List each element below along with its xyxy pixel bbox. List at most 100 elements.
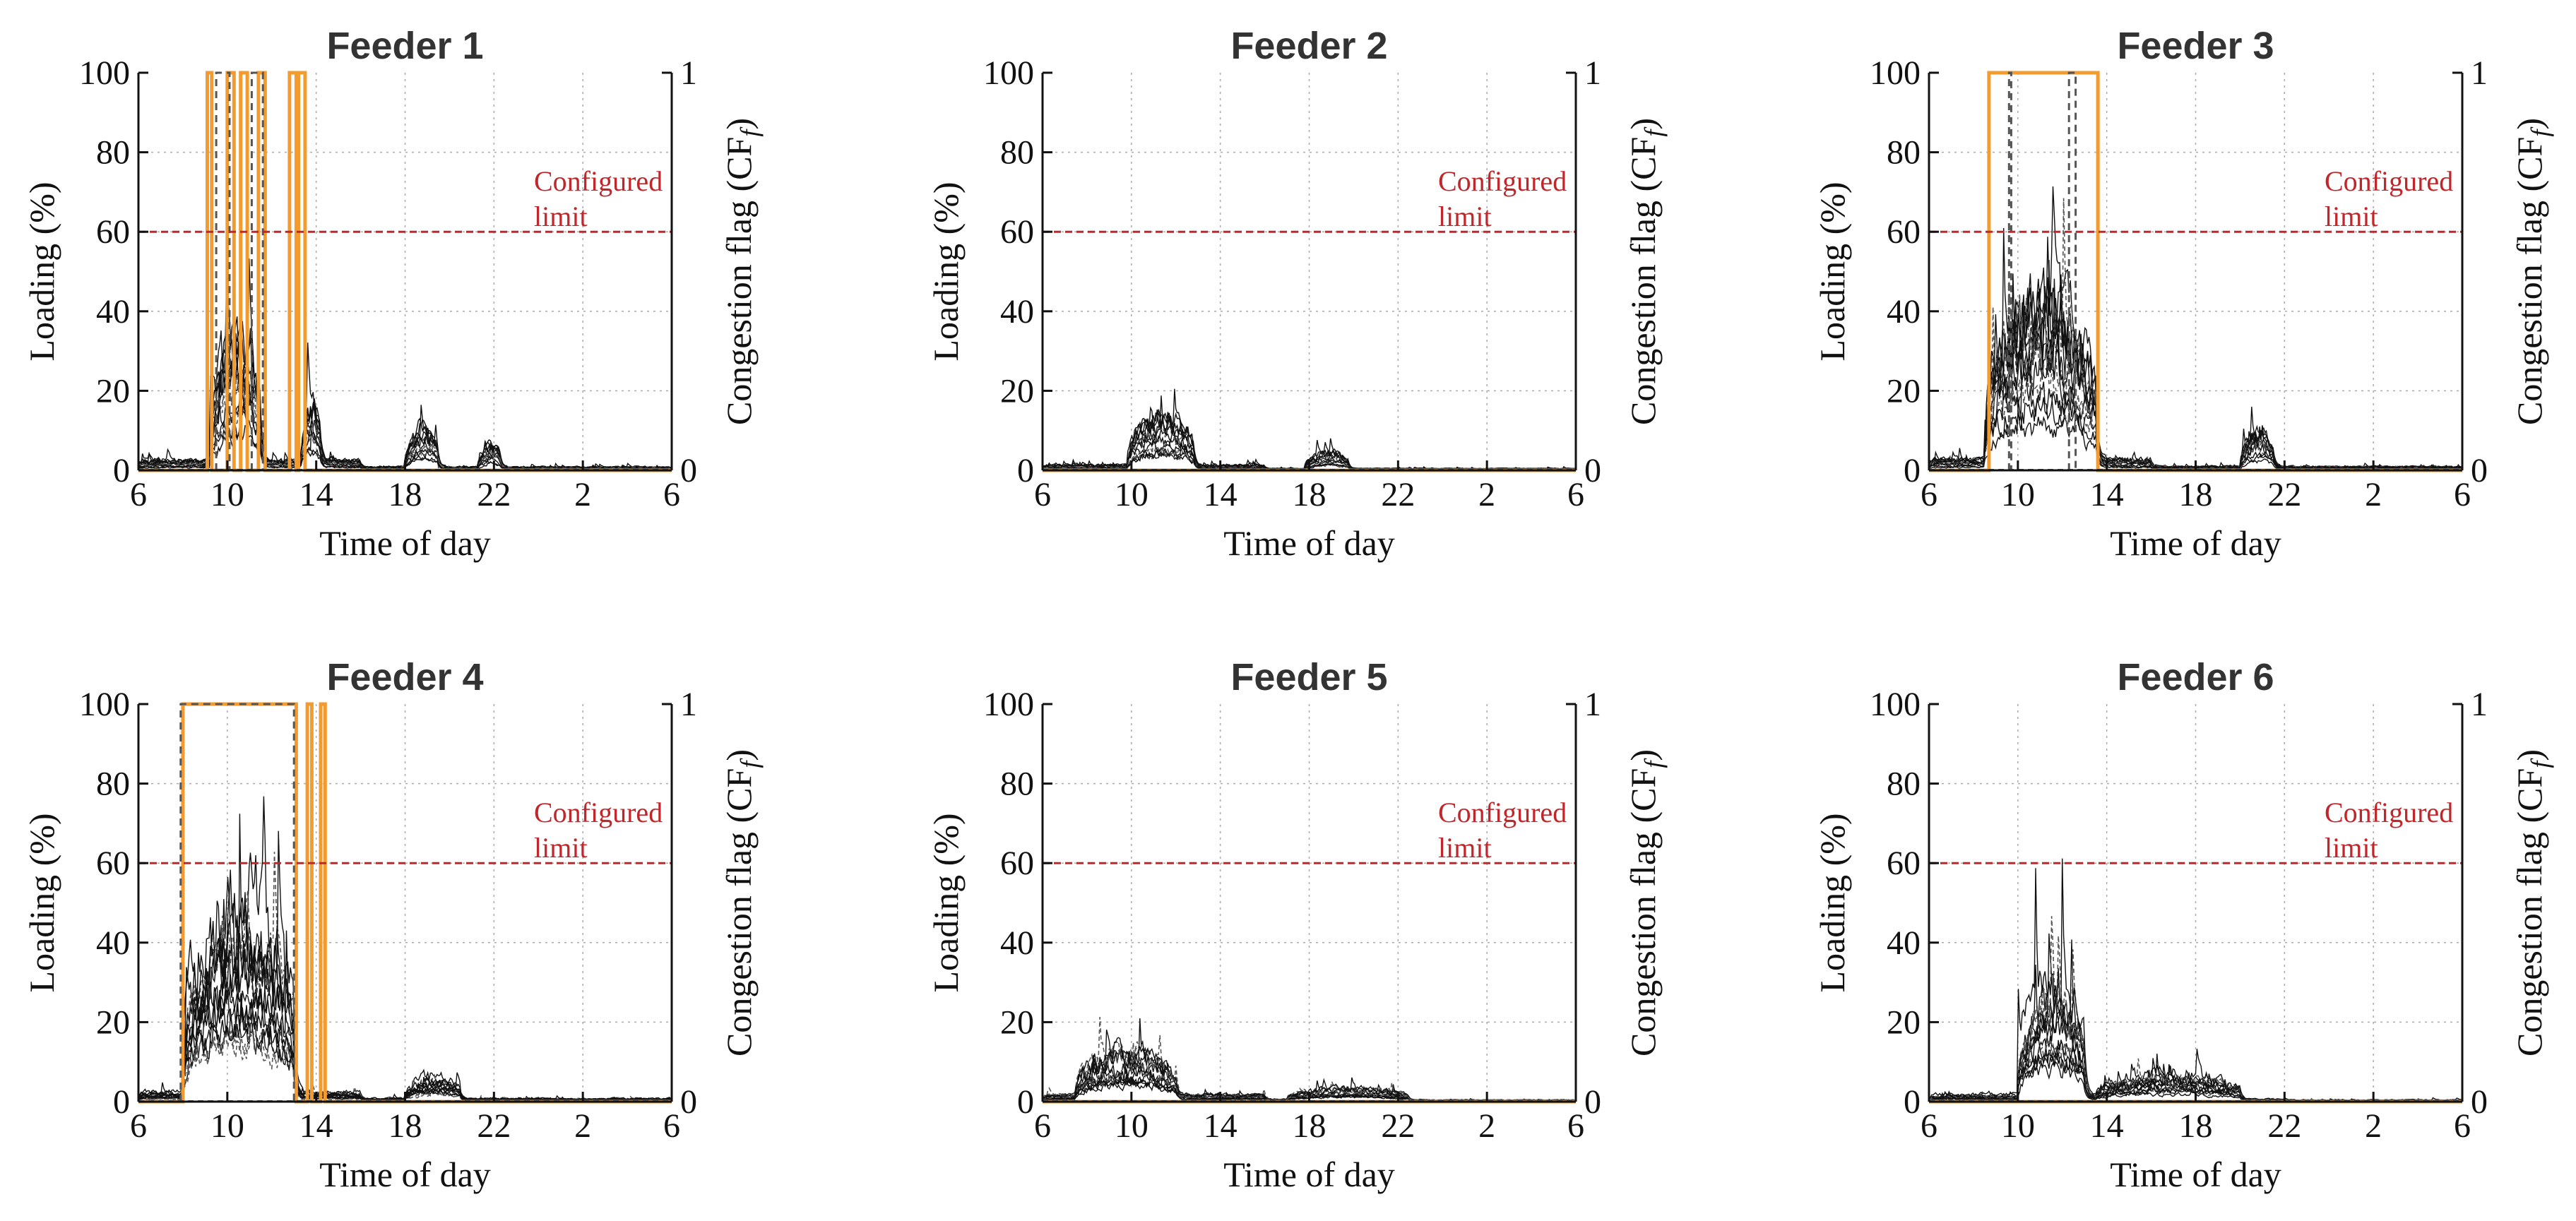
y2-axis-label-text: Congestion flag (CF [719, 137, 759, 425]
x-tick-label: 18 [2179, 476, 2213, 513]
x-axis-label: Time of day [1223, 1155, 1395, 1194]
y-tick-label: 40 [96, 924, 130, 962]
x-tick-label: 2 [1478, 1107, 1495, 1145]
y2-axis-label-close: ) [1623, 118, 1663, 130]
y-tick-label: 80 [1887, 134, 1921, 172]
y-axis-label: Loading (%) [1812, 181, 1852, 361]
y-axis-label: Loading (%) [22, 813, 61, 992]
y-tick-label: 80 [96, 766, 130, 803]
y2-tick-label: 1 [1584, 686, 1601, 723]
y2-tick-label: 1 [680, 686, 697, 723]
y2-tick-label: 0 [1584, 1083, 1601, 1121]
configured-limit-label: limit [1438, 832, 1492, 864]
x-axis-label: Time of day [2110, 523, 2281, 563]
y-axis-label: Loading (%) [22, 181, 61, 361]
x-tick-label: 18 [2179, 1107, 2213, 1145]
y-axis-label: Loading (%) [926, 813, 966, 992]
y-tick-label: 0 [1904, 452, 1921, 489]
configured-limit-label: limit [1438, 201, 1492, 232]
y2-tick-label: 1 [680, 54, 697, 92]
congestion-flag-dashed [2007, 71, 2012, 470]
x-tick-label: 2 [574, 476, 591, 513]
x-tick-label: 6 [1567, 1107, 1584, 1145]
y-tick-label: 20 [1887, 1003, 1921, 1041]
y-axis-label: Loading (%) [1812, 813, 1852, 992]
y2-axis-label-close: ) [2510, 749, 2549, 761]
x-tick-label: 10 [210, 476, 244, 513]
configured-limit-label: Configured [534, 165, 663, 197]
x-tick-label: 10 [1115, 1107, 1148, 1145]
x-tick-label: 22 [2267, 1107, 2301, 1145]
x-axis-label: Time of day [1223, 523, 1395, 563]
x-tick-label: 6 [130, 1107, 147, 1145]
y-tick-label: 40 [1887, 924, 1921, 962]
y-tick-label: 40 [1000, 293, 1034, 330]
x-tick-label: 2 [574, 1107, 591, 1145]
configured-limit-label: Configured [2325, 165, 2453, 197]
y2-axis-label-text: Congestion flag (CF [1623, 137, 1663, 425]
x-tick-label: 2 [1478, 476, 1495, 513]
y2-axis-label: Congestion flag (CFf) [2510, 749, 2554, 1056]
x-tick-label: 6 [1034, 476, 1051, 513]
y-tick-label: 40 [1887, 293, 1921, 330]
x-tick-label: 22 [2267, 476, 2301, 513]
x-tick-label: 6 [2454, 476, 2471, 513]
x-tick-label: 22 [1381, 476, 1415, 513]
y-tick-label: 60 [1887, 213, 1921, 251]
x-tick-label: 22 [1381, 1107, 1415, 1145]
y-tick-label: 60 [1000, 845, 1034, 882]
y-tick-label: 20 [1000, 372, 1034, 410]
x-tick-label: 10 [2001, 1107, 2035, 1145]
y2-axis-label-text: Congestion flag (CF [719, 768, 759, 1056]
y-tick-label: 80 [1887, 766, 1921, 803]
y-tick-label: 100 [79, 686, 130, 723]
x-tick-label: 6 [2454, 1107, 2471, 1145]
configured-limit-label: limit [2325, 832, 2378, 864]
y2-axis-label-text: Congestion flag (CF [2510, 137, 2549, 425]
panel-title: Feeder 5 [1230, 656, 1387, 698]
y-tick-label: 80 [96, 134, 130, 172]
x-tick-label: 6 [1921, 476, 1937, 513]
y-tick-label: 100 [983, 54, 1034, 92]
y-tick-label: 0 [1017, 1083, 1034, 1121]
congestion-flag-dashed [179, 703, 295, 1102]
y-tick-label: 0 [1904, 1083, 1921, 1121]
panel-title: Feeder 6 [2117, 656, 2274, 698]
x-tick-label: 22 [477, 1107, 511, 1145]
y-tick-label: 100 [79, 54, 130, 92]
y-tick-label: 20 [1887, 372, 1921, 410]
x-tick-label: 18 [388, 476, 422, 513]
y2-tick-label: 1 [2471, 686, 2488, 723]
congestion-flag-dashed [2067, 71, 2077, 470]
y-tick-label: 100 [1870, 54, 1921, 92]
x-tick-label: 6 [1921, 1107, 1937, 1145]
configured-limit-label: Configured [1438, 797, 1567, 828]
y2-axis-label-text: Congestion flag (CF [2510, 768, 2549, 1056]
x-tick-label: 22 [477, 476, 511, 513]
y-tick-label: 100 [1870, 686, 1921, 723]
y2-axis-label: Congestion flag (CFf) [719, 749, 764, 1056]
y-tick-label: 80 [1000, 766, 1034, 803]
y-tick-label: 60 [1000, 213, 1034, 251]
y2-axis-label-text: Congestion flag (CF [1623, 768, 1663, 1056]
x-tick-label: 14 [1204, 1107, 1237, 1145]
x-tick-label: 6 [1034, 1107, 1051, 1145]
configured-limit-label: Configured [1438, 165, 1567, 197]
congestion-flag-dashed [215, 71, 231, 470]
y2-tick-label: 0 [1584, 452, 1601, 489]
configured-limit-label: limit [534, 201, 588, 232]
y2-tick-label: 1 [2471, 54, 2488, 92]
x-tick-label: 14 [1204, 476, 1237, 513]
y2-axis-label: Congestion flag (CFf) [1623, 118, 1668, 425]
x-tick-label: 10 [210, 1107, 244, 1145]
y-tick-label: 0 [1017, 452, 1034, 489]
panel-title: Feeder 1 [326, 25, 483, 67]
x-tick-label: 14 [2090, 476, 2124, 513]
panel-title: Feeder 3 [2117, 25, 2274, 67]
y-tick-label: 20 [96, 1003, 130, 1041]
y2-axis-label-close: ) [719, 749, 759, 761]
